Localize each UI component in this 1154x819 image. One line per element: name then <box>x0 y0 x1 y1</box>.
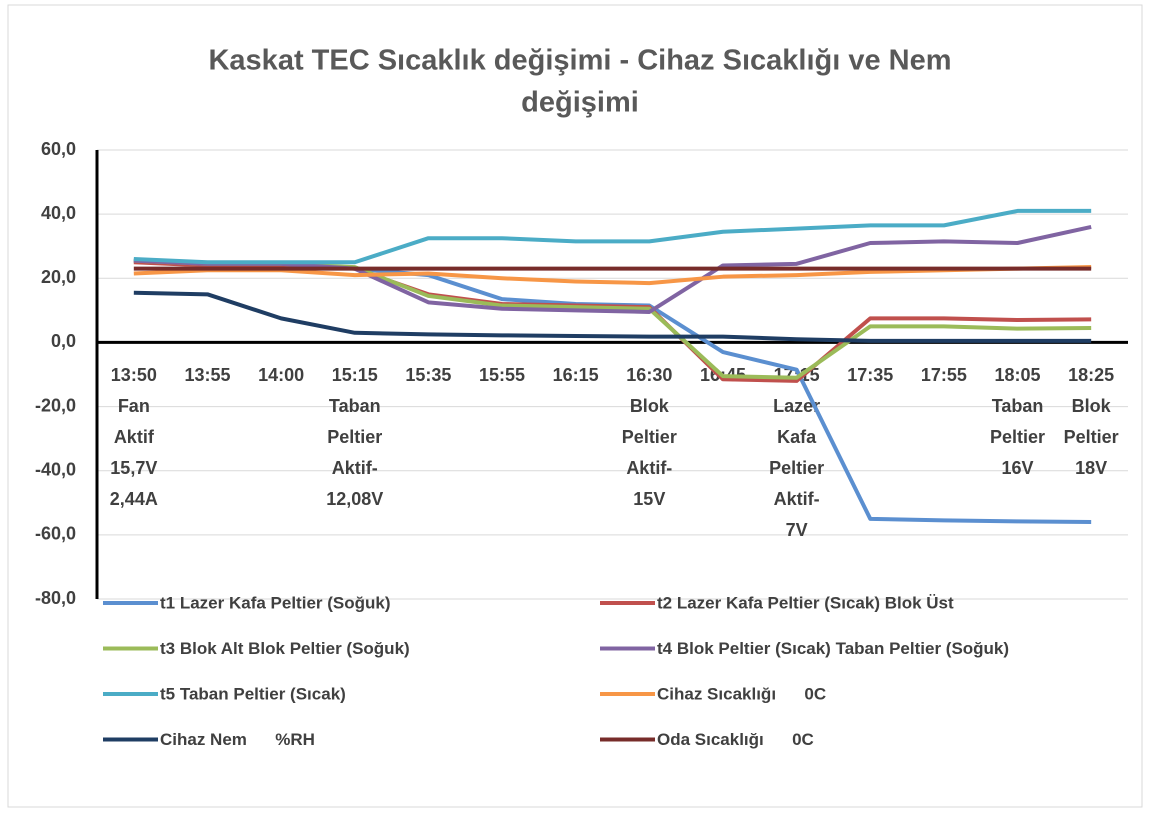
legend-label: t2 Lazer Kafa Peltier (Sıcak) Blok Üst <box>657 593 954 612</box>
x-tick-label: 15:55 <box>479 365 525 385</box>
x-tick-label: 16V <box>1002 458 1034 478</box>
legend-label: t5 Taban Peltier (Sıcak) <box>160 684 346 703</box>
series-line <box>133 290 1092 343</box>
x-tick-label: 15:35 <box>405 365 451 385</box>
series-line <box>133 225 1092 314</box>
y-tick-label: -60,0 <box>35 524 76 544</box>
chart-title: değişimi <box>521 87 639 119</box>
x-tick-label: 15,7V <box>110 458 157 478</box>
x-tick-label: 15V <box>633 489 665 509</box>
x-tick-label: Blok <box>630 396 670 416</box>
legend-label: Cihaz Nem %RH <box>160 730 315 749</box>
x-tick-label: 13:50 <box>111 365 157 385</box>
legend-label: t4 Blok Peltier (Sıcak) Taban Peltier (S… <box>657 639 1009 658</box>
x-tick-label: 14:00 <box>258 365 304 385</box>
x-tick-label: Aktif <box>114 427 155 447</box>
y-tick-label: 20,0 <box>41 267 76 287</box>
y-tick-label: -40,0 <box>35 459 76 479</box>
chart-title: Kaskat TEC Sıcaklık değişimi - Cihaz Sıc… <box>208 45 951 77</box>
x-tick-label: 13:55 <box>184 365 230 385</box>
x-tick-label: Lazer <box>773 396 820 416</box>
y-tick-label: 40,0 <box>41 203 76 223</box>
x-tick-label: Peltier <box>622 427 677 447</box>
x-tick-label: 17:35 <box>847 365 893 385</box>
x-tick-label: 18V <box>1075 458 1107 478</box>
x-tick-label: Aktif- <box>332 458 378 478</box>
x-tick-label: Taban <box>992 396 1044 416</box>
x-tick-label: Aktif- <box>774 489 820 509</box>
x-tick-label: Peltier <box>769 458 824 478</box>
x-tick-label: Aktif- <box>626 458 672 478</box>
x-tick-label: Peltier <box>1064 427 1119 447</box>
x-tick-label: Kafa <box>777 427 817 447</box>
x-tick-label: 18:25 <box>1068 365 1114 385</box>
x-tick-label: 7V <box>786 520 808 540</box>
legend-label: Oda Sıcaklığı 0C <box>657 730 814 749</box>
y-tick-label: -20,0 <box>35 395 76 415</box>
chart-area <box>7 4 1143 808</box>
x-tick-label: Peltier <box>990 427 1045 447</box>
legend-label: Cihaz Sıcaklığı 0C <box>657 684 826 703</box>
legend-label: t1 Lazer Kafa Peltier (Soğuk) <box>160 593 391 612</box>
x-tick-label: Peltier <box>327 427 382 447</box>
y-tick-label: -80,0 <box>35 588 76 608</box>
y-tick-label: 60,0 <box>41 139 76 159</box>
x-tick-label: 18:05 <box>995 365 1041 385</box>
x-tick-label: 17:55 <box>921 365 967 385</box>
legend-label: t3 Blok Alt Blok Peltier (Soğuk) <box>160 639 410 658</box>
y-tick-label: 0,0 <box>51 331 76 351</box>
x-tick-label: Fan <box>118 396 150 416</box>
x-tick-label: Blok <box>1072 396 1112 416</box>
x-tick-label: 12,08V <box>326 489 383 509</box>
x-tick-label: Taban <box>329 396 381 416</box>
x-tick-label: 15:15 <box>332 365 378 385</box>
x-tick-label: 2,44A <box>110 489 158 509</box>
x-tick-label: 16:15 <box>553 365 599 385</box>
x-tick-label: 16:30 <box>626 365 672 385</box>
series-line <box>133 208 1092 265</box>
